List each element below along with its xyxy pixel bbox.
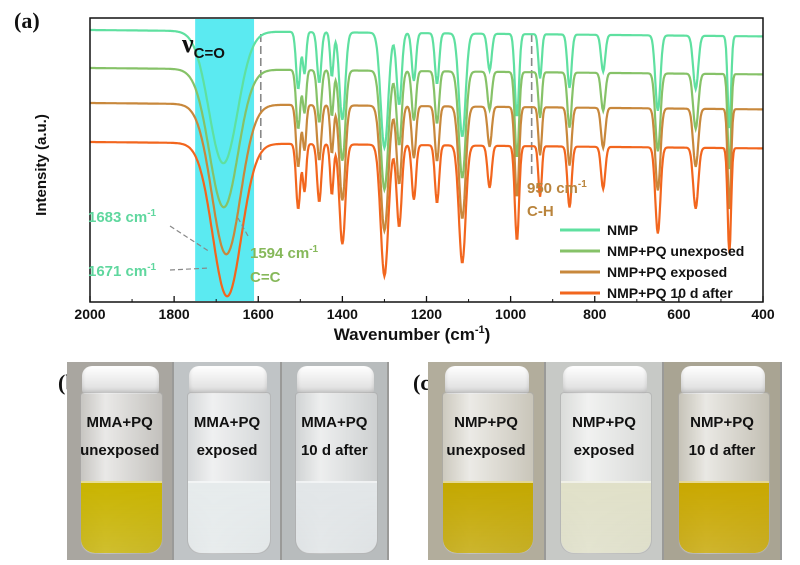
peak-1594-label: 1594 cm-1 <box>250 244 319 262</box>
vial-label-line2: 10 d after <box>300 442 368 459</box>
x-tick-label: 600 <box>667 306 691 322</box>
x-tick-label: 800 <box>583 306 607 322</box>
vial-liquid <box>80 480 163 553</box>
vial-label-line1: MMA+PQ <box>86 414 153 431</box>
photo-panel-b: MMA+PQ unexposed MMA+PQ exposed MMA+PQ 10 d a… <box>67 362 389 560</box>
peak-1671-label: 1671 cm-1 <box>88 262 157 280</box>
legend: NMP NMP+PQ unexposed NMP+PQ exposed NMP+PQ … <box>560 222 744 301</box>
cc-label: C=C <box>250 269 281 286</box>
vial-label-line2: 10 d after <box>688 442 756 459</box>
x-tick-label: 1200 <box>411 306 442 322</box>
vial-liquid <box>443 480 533 553</box>
peak-950-label: 950 cm-1 <box>527 179 587 197</box>
vial-photo: MMA+PQ exposed <box>174 362 280 560</box>
vial-label-line1: NMP+PQ <box>572 414 636 431</box>
vial-liquid <box>188 480 270 553</box>
vial-glass <box>678 392 770 554</box>
vial-label-line2: exposed <box>573 442 635 459</box>
legend-label: NMP+PQ 10 d after <box>607 285 733 301</box>
pointer-1671 <box>169 267 211 271</box>
vial-glass <box>294 392 379 554</box>
vial-cap <box>680 366 766 394</box>
vial-label-line1: MMA+PQ <box>301 414 368 431</box>
x-tick-label: 2000 <box>74 306 105 322</box>
vial-label-line1: NMP+PQ <box>690 414 754 431</box>
vial-liquid <box>561 480 651 553</box>
vial-liquid <box>295 480 378 553</box>
vial-photo: NMP+PQ 10 d after <box>664 362 780 560</box>
vial-label-line2: exposed <box>196 442 258 459</box>
vial-photo: NMP+PQ unexposed <box>428 362 544 560</box>
vial-label-line2: unexposed <box>446 442 526 459</box>
vial-glass <box>187 392 271 554</box>
series-line-3 <box>90 140 763 298</box>
vial-cap <box>296 366 374 394</box>
x-tick-label: 1600 <box>243 306 274 322</box>
vial-liquid <box>679 480 769 553</box>
vial-cap <box>562 366 648 394</box>
vial-glass <box>79 392 164 554</box>
photo-panel-c: NMP+PQ unexposed NMP+PQ exposed NMP+PQ 10 d a… <box>428 362 782 560</box>
nu-co-label: νC=O <box>181 29 225 62</box>
x-axis-label: Wavenumber (cm-1) <box>334 324 491 344</box>
panel-label-a: (a) <box>14 8 40 33</box>
series-line-0 <box>90 28 763 165</box>
ch-label: C-H <box>527 203 554 220</box>
series-line-2 <box>90 101 763 256</box>
vial-photo: MMA+PQ unexposed <box>67 362 173 560</box>
x-tick-label: 400 <box>751 306 775 322</box>
vial-glass <box>560 392 652 554</box>
x-tick-label: 1800 <box>159 306 190 322</box>
vial-label-line1: NMP+PQ <box>454 414 518 431</box>
vial-label-line2: unexposed <box>80 442 160 459</box>
series-line-1 <box>90 66 763 209</box>
ftir-chart: 2000 1800 1600 1400 1200 1000 800 600 400 Wavenu… <box>33 17 775 344</box>
vial-cap <box>189 366 267 394</box>
vial-photo: MMA+PQ 10 d after <box>281 362 387 560</box>
vial-cap <box>444 366 530 394</box>
legend-label: NMP+PQ unexposed <box>607 243 744 259</box>
vial-photo: NMP+PQ exposed <box>546 362 662 560</box>
vial-label-line1: MMA+PQ <box>193 414 261 431</box>
vial-glass <box>442 392 534 554</box>
peak-1683-label: 1683 cm-1 <box>88 208 157 226</box>
legend-label: NMP+PQ exposed <box>607 264 727 280</box>
pointer-1594 <box>237 217 249 237</box>
x-tick-label: 1000 <box>495 306 526 322</box>
y-axis-label: Intensity (a.u.) <box>33 114 50 216</box>
legend-label: NMP <box>607 222 638 238</box>
x-tick-label: 1400 <box>327 306 358 322</box>
vial-cap <box>82 366 160 394</box>
